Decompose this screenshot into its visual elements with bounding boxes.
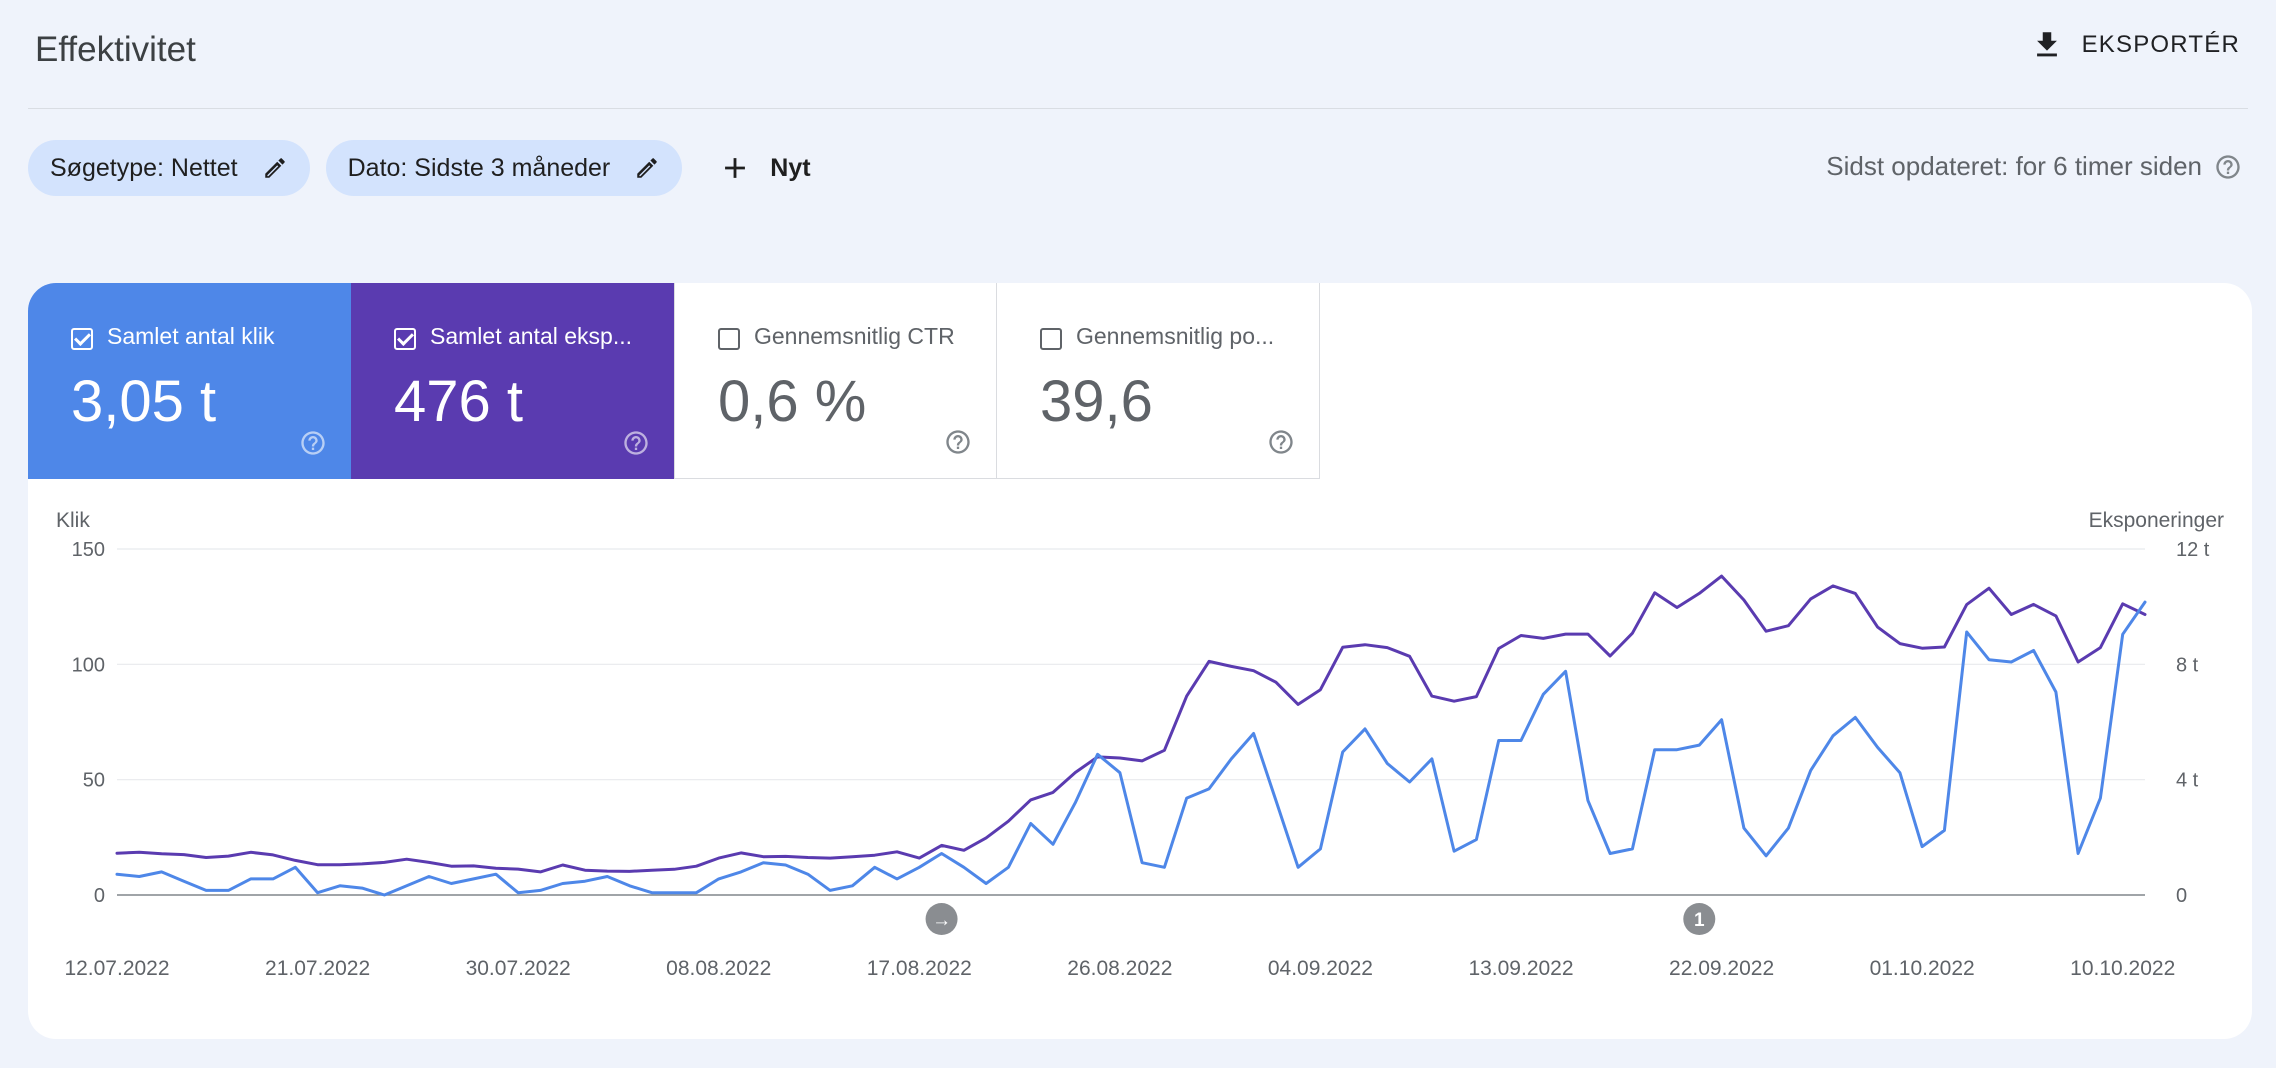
x-tick-label: 04.09.2022 [1268,957,1373,980]
metric-tile-average-ctr[interactable]: Gennemsnitlig CTR 0,6 % [674,283,997,479]
metric-value: 476 t [394,369,523,434]
x-tick-label: 26.08.2022 [1067,957,1172,980]
performance-card: Samlet antal klik 3,05 t Samlet antal ek… [28,283,2252,1039]
checkbox-icon [718,328,740,350]
chip-label: Dato: Sidste 3 måneder [347,153,611,182]
help-icon[interactable] [2214,153,2242,181]
checkbox-icon [71,328,93,350]
metric-value: 3,05 t [71,369,217,434]
left-tick-label: 150 [72,539,105,561]
performance-chart[interactable]: Klik Eksponeringer 0 0 50 4 t 100 8 t 150 12 t → 1 1… [28,479,2252,1039]
metric-tile-total-impressions[interactable]: Samlet antal eksp... 476 t [351,283,674,479]
new-filter-label: Nyt [770,153,811,182]
last-updated-text: Sidst opdateret: for 6 timer siden [1826,151,2202,181]
page-title: Effektivitet [35,30,196,69]
metric-label: Gennemsnitlig CTR [754,323,955,349]
annotation-marker[interactable] [925,903,958,935]
annotation-symbol: 1 [1694,910,1705,931]
help-icon[interactable] [299,429,327,457]
right-tick-label: 8 t [2176,654,2199,676]
x-tick-label: 22.09.2022 [1669,957,1774,980]
metric-label: Samlet antal klik [107,323,275,349]
left-tick-label: 0 [94,885,105,907]
right-axis-title: Eksponeringer [2089,509,2224,532]
checkbox-icon [1040,328,1062,350]
left-tick-label: 100 [72,654,105,676]
x-tick-label: 12.07.2022 [64,957,169,980]
help-icon[interactable] [1267,428,1295,456]
x-tick-label: 21.07.2022 [265,957,370,980]
left-axis-title: Klik [56,509,90,532]
x-tick-label: 08.08.2022 [666,957,771,980]
x-tick-label: 01.10.2022 [1870,957,1975,980]
metric-value: 39,6 [1040,369,1153,434]
metric-value: 0,6 % [718,369,867,434]
search-type-filter-chip[interactable]: Søgetype: Nettet [28,140,310,196]
right-tick-label: 0 [2176,885,2187,907]
checkbox-icon [394,328,416,350]
last-updated: Sidst opdateret: for 6 timer siden [1826,151,2242,182]
top-bar: Effektivitet EKSPORTÉR [0,0,2276,108]
metric-label: Gennemsnitlig po... [1076,323,1275,349]
metric-label: Samlet antal eksp... [430,323,632,349]
clicks-series-line [115,600,2147,897]
x-tick-label: 13.09.2022 [1468,957,1573,980]
left-tick-label: 50 [83,770,105,792]
right-tick-label: 4 t [2176,770,2199,792]
impressions-series-line [115,574,2147,874]
help-icon[interactable] [622,429,650,457]
export-label: EKSPORTÉR [2081,31,2240,58]
metric-tile-total-clicks[interactable]: Samlet antal klik 3,05 t [28,283,351,479]
edit-icon [264,158,285,178]
x-tick-label: 10.10.2022 [2070,957,2175,980]
annotation-marker[interactable] [1683,903,1716,935]
x-tick-label: 30.07.2022 [466,957,571,980]
new-filter-button[interactable]: Nyt [698,151,811,185]
x-tick-label: 17.08.2022 [867,957,972,980]
date-filter-chip[interactable]: Dato: Sidste 3 måneder [325,140,683,196]
metric-tiles: Samlet antal klik 3,05 t Samlet antal ek… [28,283,1320,479]
edit-icon [637,158,658,178]
chip-label: Søgetype: Nettet [50,153,238,182]
annotation-symbol: → [932,910,951,931]
plus-icon [725,158,746,178]
download-icon [2036,32,2057,57]
header-divider [28,108,2248,109]
right-tick-label: 12 t [2176,539,2210,561]
export-button[interactable]: EKSPORTÉR [2030,28,2240,62]
metric-tile-average-position[interactable]: Gennemsnitlig po... 39,6 [997,283,1320,479]
help-icon[interactable] [944,428,972,456]
filter-bar: Søgetype: Nettet Dato: Sidste 3 måneder … [28,140,811,196]
